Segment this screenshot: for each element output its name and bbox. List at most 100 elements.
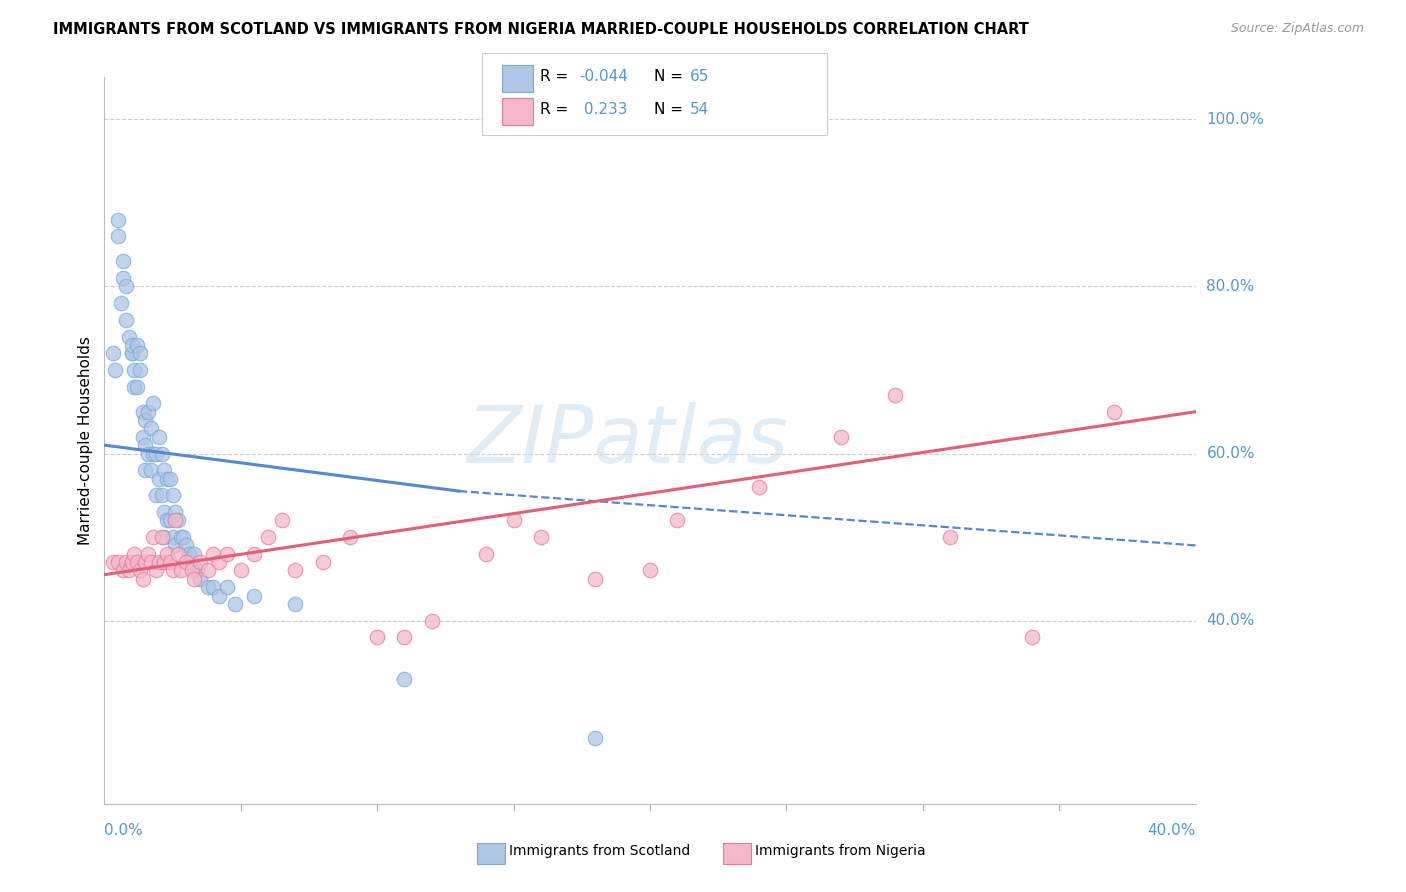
Point: [153, 463, 176, 477]
Point: [153, 505, 176, 519]
Point: [394, 631, 416, 645]
Text: R =: R =: [540, 69, 574, 84]
Point: [257, 530, 280, 544]
Point: [134, 555, 156, 569]
Point: [224, 597, 246, 611]
Point: [142, 530, 165, 544]
Point: [131, 572, 153, 586]
Point: [107, 229, 129, 244]
Point: [162, 564, 184, 578]
Point: [311, 555, 333, 569]
Point: [197, 580, 219, 594]
Text: -0.044: -0.044: [579, 69, 628, 84]
Text: 80.0%: 80.0%: [1206, 279, 1254, 293]
Point: [139, 463, 162, 477]
Text: 65: 65: [690, 69, 710, 84]
Point: [167, 513, 190, 527]
Text: 40.0%: 40.0%: [1206, 613, 1254, 628]
Point: [284, 564, 307, 578]
Point: [180, 564, 202, 578]
Point: [118, 329, 141, 343]
Point: [177, 547, 200, 561]
Point: [148, 555, 170, 569]
Point: [139, 421, 162, 435]
Point: [162, 488, 184, 502]
Point: [124, 379, 146, 393]
Point: [121, 338, 143, 352]
Point: [153, 555, 176, 569]
Point: [475, 547, 498, 561]
Point: [134, 413, 156, 427]
Point: [208, 589, 231, 603]
Point: [110, 296, 132, 310]
Point: [148, 430, 170, 444]
Point: [217, 580, 239, 594]
Point: [124, 547, 146, 561]
Point: [127, 338, 149, 352]
Point: [339, 530, 361, 544]
Point: [156, 513, 179, 527]
Point: [202, 547, 225, 561]
Text: 40.0%: 40.0%: [1147, 823, 1195, 838]
Point: [145, 446, 167, 460]
Point: [183, 547, 205, 561]
Point: [142, 446, 165, 460]
Point: [101, 346, 124, 360]
Point: [243, 589, 266, 603]
Point: [131, 430, 153, 444]
Point: [174, 555, 197, 569]
Text: 54: 54: [690, 102, 710, 117]
Text: 0.0%: 0.0%: [104, 823, 143, 838]
Text: Immigrants from Scotland: Immigrants from Scotland: [509, 844, 690, 858]
Point: [150, 488, 173, 502]
Point: [150, 446, 173, 460]
Point: [121, 346, 143, 360]
Text: IMMIGRANTS FROM SCOTLAND VS IMMIGRANTS FROM NIGERIA MARRIED-COUPLE HOUSEHOLDS CO: IMMIGRANTS FROM SCOTLAND VS IMMIGRANTS F…: [53, 22, 1029, 37]
Point: [156, 547, 179, 561]
Point: [1021, 631, 1043, 645]
Text: N =: N =: [654, 102, 688, 117]
Point: [284, 597, 307, 611]
Point: [145, 488, 167, 502]
Point: [156, 472, 179, 486]
Point: [165, 513, 187, 527]
Point: [115, 313, 138, 327]
Text: ZIPatlas: ZIPatlas: [467, 402, 789, 480]
Point: [121, 555, 143, 569]
Point: [112, 254, 135, 268]
Point: [128, 363, 150, 377]
Point: [229, 564, 252, 578]
Point: [118, 564, 141, 578]
Point: [112, 564, 135, 578]
Point: [170, 530, 193, 544]
Text: N =: N =: [654, 69, 688, 84]
Point: [159, 513, 181, 527]
Point: [530, 530, 553, 544]
Point: [128, 564, 150, 578]
Point: [420, 614, 443, 628]
Point: [666, 513, 689, 527]
Point: [270, 513, 292, 527]
Point: [170, 564, 193, 578]
Point: [159, 555, 181, 569]
Y-axis label: Married-couple Households: Married-couple Households: [79, 336, 93, 545]
Point: [134, 438, 156, 452]
Point: [939, 530, 962, 544]
Point: [145, 564, 167, 578]
Point: [115, 555, 138, 569]
Point: [159, 472, 181, 486]
Text: Immigrants from Nigeria: Immigrants from Nigeria: [755, 844, 925, 858]
Point: [884, 388, 907, 402]
Point: [217, 547, 239, 561]
Text: Source: ZipAtlas.com: Source: ZipAtlas.com: [1230, 22, 1364, 36]
Point: [115, 279, 138, 293]
Point: [583, 731, 606, 745]
Point: [150, 530, 173, 544]
Point: [127, 379, 149, 393]
Point: [136, 405, 159, 419]
Point: [183, 572, 205, 586]
Point: [162, 530, 184, 544]
Text: R =: R =: [540, 102, 574, 117]
Point: [127, 555, 149, 569]
Point: [136, 547, 159, 561]
